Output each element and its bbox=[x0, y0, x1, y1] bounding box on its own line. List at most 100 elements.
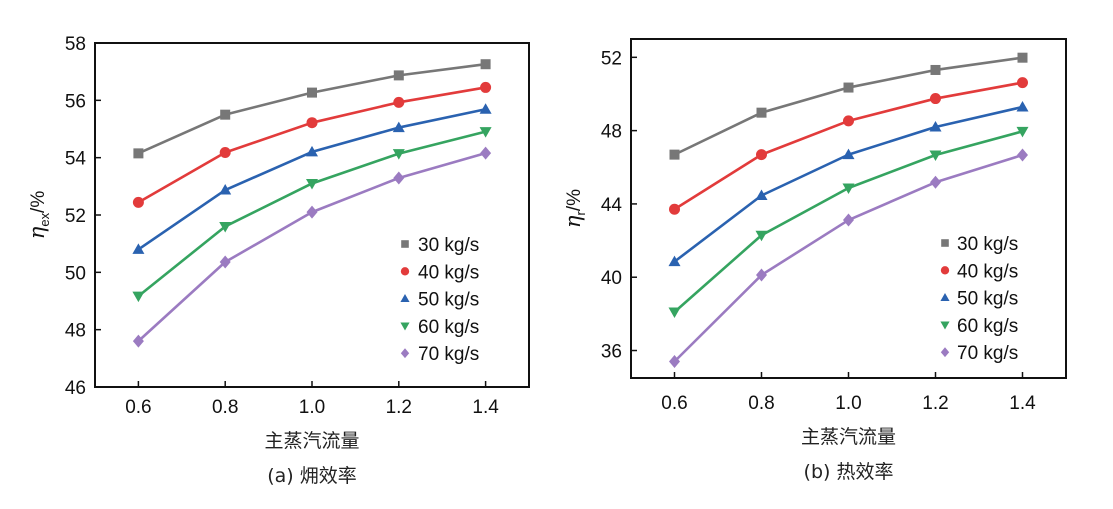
y-axis-label-symbol: η bbox=[25, 226, 49, 239]
x-tick-label: 0.8 bbox=[748, 393, 774, 414]
data-point bbox=[755, 230, 768, 242]
data-point bbox=[480, 81, 492, 93]
panel-title: (a) 㶲效率 bbox=[267, 465, 357, 487]
data-point bbox=[480, 59, 491, 70]
y-axis-label: ηr/% bbox=[561, 189, 588, 228]
legend-marker-diamond-icon bbox=[400, 348, 410, 359]
x-tick-label: 1.4 bbox=[1009, 393, 1036, 414]
legend-label: 40 kg/s bbox=[957, 261, 1018, 282]
y-tick-label: 46 bbox=[65, 378, 86, 399]
y-axis-label-unit: /% bbox=[28, 191, 49, 213]
legend-label: 50 kg/s bbox=[957, 289, 1018, 310]
data-point bbox=[479, 127, 492, 138]
series-70-kg-s bbox=[132, 146, 492, 348]
data-point bbox=[930, 93, 941, 105]
legend-label: 30 kg/s bbox=[418, 235, 479, 256]
legend-marker-triangle-up-icon bbox=[940, 293, 950, 302]
y-axis-label-subscript: ex bbox=[37, 212, 52, 226]
data-point bbox=[1017, 148, 1028, 162]
data-point bbox=[668, 255, 681, 267]
legend-entry: 40 kg/s bbox=[400, 262, 479, 283]
data-point bbox=[669, 203, 680, 215]
legend-label: 50 kg/s bbox=[418, 290, 479, 311]
legend-entry: 70 kg/s bbox=[400, 344, 479, 365]
data-point bbox=[755, 189, 768, 200]
legend-marker-circle-icon bbox=[400, 267, 410, 276]
data-point bbox=[756, 149, 767, 161]
y-axis-label-unit: /% bbox=[564, 189, 585, 211]
legend-entry: 60 kg/s bbox=[940, 316, 1018, 337]
data-point bbox=[306, 178, 318, 190]
data-point bbox=[842, 183, 855, 194]
y-tick-label: 48 bbox=[601, 122, 622, 143]
series-60-kg-s bbox=[668, 126, 1029, 319]
legend-marker-square-icon bbox=[401, 240, 409, 248]
data-point bbox=[132, 291, 145, 303]
legend-label: 70 kg/s bbox=[957, 343, 1018, 364]
x-tick-label: 1.2 bbox=[922, 393, 948, 414]
series-60-kg-s bbox=[132, 127, 492, 303]
series-50-kg-s bbox=[132, 103, 492, 254]
legend-marker-circle-icon bbox=[940, 266, 950, 275]
data-point bbox=[842, 148, 855, 160]
y-axis-label: ηex/% bbox=[25, 191, 52, 240]
y-tick-label: 56 bbox=[65, 91, 86, 112]
data-point bbox=[132, 196, 144, 208]
data-point bbox=[843, 115, 854, 127]
data-point bbox=[1016, 100, 1029, 112]
legend-label: 30 kg/s bbox=[957, 234, 1018, 255]
data-point bbox=[756, 107, 767, 118]
data-point bbox=[393, 70, 404, 81]
data-point bbox=[756, 268, 767, 282]
x-tick-label: 0.6 bbox=[661, 393, 687, 414]
series-70-kg-s bbox=[669, 148, 1028, 369]
y-tick-label: 52 bbox=[65, 206, 86, 227]
x-tick-label: 1.0 bbox=[299, 397, 325, 418]
y-tick-label: 50 bbox=[65, 263, 86, 284]
x-tick-label: 1.4 bbox=[472, 397, 499, 418]
data-point bbox=[307, 87, 317, 98]
y-tick-label: 44 bbox=[601, 195, 623, 216]
data-point bbox=[306, 117, 318, 129]
data-point bbox=[930, 175, 941, 189]
data-point bbox=[392, 149, 405, 160]
y-tick-label: 40 bbox=[601, 268, 622, 289]
data-point bbox=[479, 103, 492, 114]
legend-entry: 30 kg/s bbox=[401, 235, 479, 256]
legend-marker-square-icon bbox=[941, 239, 949, 247]
data-point bbox=[219, 221, 232, 233]
data-point bbox=[1016, 126, 1029, 138]
data-point bbox=[220, 109, 231, 120]
x-tick-label: 1.0 bbox=[835, 393, 861, 414]
data-point bbox=[1017, 52, 1028, 63]
data-point bbox=[843, 213, 854, 227]
legend-marker-diamond-icon bbox=[940, 347, 950, 358]
data-point bbox=[132, 334, 144, 348]
x-tick-label: 0.8 bbox=[212, 397, 238, 418]
legend-marker-triangle-up-icon bbox=[400, 294, 410, 303]
data-point bbox=[393, 96, 405, 108]
legend-label: 40 kg/s bbox=[418, 262, 479, 283]
data-point bbox=[132, 243, 145, 254]
x-axis-label: 主蒸汽流量 bbox=[264, 430, 359, 452]
data-point bbox=[393, 171, 405, 185]
y-axis-label-symbol: η bbox=[561, 215, 585, 228]
x-tick-label: 0.6 bbox=[125, 397, 151, 418]
panel-title: (b) 热效率 bbox=[804, 461, 894, 483]
x-tick-label: 1.2 bbox=[386, 397, 412, 418]
legend-entry: 50 kg/s bbox=[400, 290, 479, 311]
legend-entry: 40 kg/s bbox=[940, 261, 1018, 282]
data-point bbox=[929, 150, 942, 161]
legend-entry: 50 kg/s bbox=[940, 289, 1018, 310]
series-40-kg-s bbox=[669, 77, 1028, 215]
data-point bbox=[668, 307, 681, 319]
legend-label: 60 kg/s bbox=[418, 317, 479, 338]
data-point bbox=[306, 205, 318, 219]
series-30-kg-s bbox=[133, 59, 491, 159]
chart-panel-a: 46 48 50 52 54 56 58 0.6 0.8 1.0 1.2 1.4 主蒸汽流量 (a) 㶲效… bbox=[25, 34, 530, 487]
data-point bbox=[392, 121, 405, 133]
series-line bbox=[673, 56, 1023, 156]
data-point bbox=[219, 255, 231, 269]
legend-entry: 30 kg/s bbox=[941, 234, 1018, 255]
